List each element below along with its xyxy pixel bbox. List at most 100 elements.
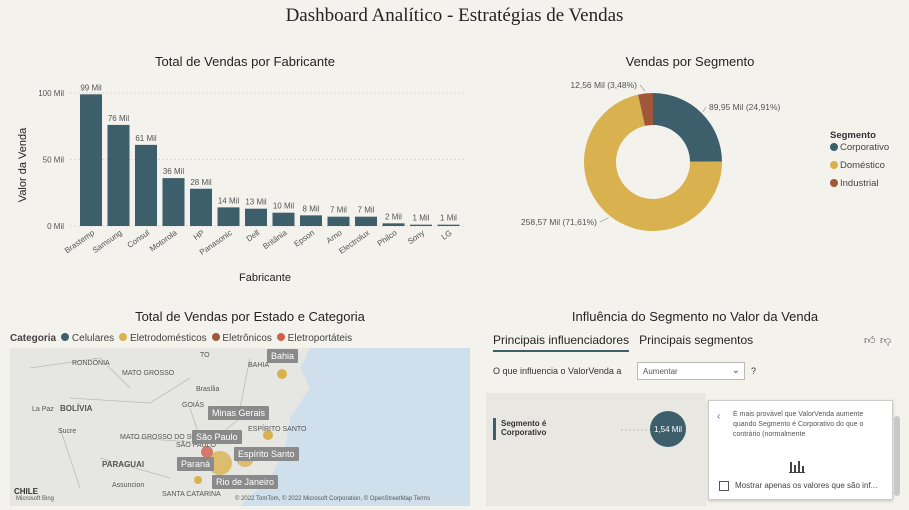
slice-data-label: 258,57 Mil (71,61%) — [521, 217, 597, 227]
region-label: MATO GROSSO DO SUL — [120, 434, 201, 441]
bar[interactable] — [80, 94, 102, 226]
map-pin-parana[interactable]: Paraná — [177, 457, 215, 471]
bar[interactable] — [272, 212, 295, 226]
tooltip-text: É mais provável que ValorVenda aumente q… — [733, 411, 864, 438]
direction-select[interactable]: Aumentar ⌄ — [637, 362, 745, 380]
bar-chart[interactable]: 0 Mil 50 Mil 100 Mil 99 Mil Brastemp 76 Mil Sa… — [0, 70, 470, 310]
donut-legend-item: Industrial — [840, 178, 879, 189]
factor-indicator — [493, 418, 496, 440]
bar[interactable] — [217, 207, 240, 226]
thumbs-up-icon[interactable]: 👍︎ — [864, 335, 876, 347]
bar-data-label: 36 Mil — [163, 167, 185, 176]
influencer-detail-card: ‹ É mais provável que ValorVenda aumente… — [708, 400, 893, 500]
y-tick-label: 0 Mil — [47, 222, 64, 231]
legend-label: Eletrônicos — [222, 333, 272, 344]
bar[interactable] — [190, 188, 212, 226]
bing-logo: Microsoft Bing — [16, 496, 55, 502]
region-label: Brasília — [196, 386, 220, 393]
factor-label[interactable]: Segmento é Corporativo — [501, 419, 547, 437]
direction-select-value: Aumentar — [643, 367, 678, 376]
map-pin-espirito-santo[interactable]: Espírito Santo — [234, 447, 299, 461]
tab-principais-influenciadores[interactable]: Principais influenciadores — [493, 333, 630, 352]
back-arrow-icon[interactable]: ‹ — [717, 411, 721, 422]
only-influencers-checkbox[interactable] — [719, 481, 729, 491]
map-attribution[interactable]: © 2022 TomTom, © 2022 Microsoft Corporat… — [235, 496, 431, 502]
bar[interactable] — [245, 208, 267, 226]
bar-data-label: 61 Mil — [135, 134, 157, 143]
scrollbar[interactable] — [894, 416, 900, 496]
donut-slice[interactable] — [653, 93, 722, 162]
map-pin-sao-paulo[interactable]: São Paulo — [192, 430, 242, 444]
bar[interactable] — [382, 223, 405, 226]
y-tick-label: 100 Mil — [38, 89, 64, 98]
region-label: Sucre — [58, 428, 77, 435]
bar-data-label: 13 Mil — [245, 198, 267, 207]
bar-data-label: 7 Mil — [358, 206, 375, 215]
x-tick-label: Electrolux — [337, 228, 371, 256]
y-axis-title: Valor da Venda — [17, 127, 29, 202]
y-tick-label: 50 Mil — [43, 156, 65, 165]
legend-dot — [830, 161, 838, 169]
legend-dot — [830, 143, 838, 151]
legend-dot — [211, 333, 220, 341]
slice-data-label: 12,56 Mil (3,48%) — [570, 80, 637, 90]
donut-legend-item: Corporativo — [840, 142, 889, 153]
bar[interactable] — [437, 224, 460, 226]
x-tick-label: Arno — [325, 228, 344, 245]
bar-chart-icon — [789, 461, 805, 473]
region-label: Assuncion — [112, 482, 145, 489]
region-label: RONDÔNIA — [72, 360, 110, 367]
legend-item-eletroportateis: Eletroportáteis — [276, 333, 352, 344]
bar-data-label: 28 Mil — [190, 178, 212, 187]
map-pin-bahia[interactable]: Bahia — [267, 349, 299, 363]
region-label: SANTA CATARINA — [162, 491, 221, 498]
only-influencers-label: Mostrar apenas os valores que são inf... — [735, 481, 878, 490]
legend-dot — [830, 179, 838, 187]
bar-data-label: 14 Mil — [218, 196, 240, 205]
legend-label: Celulares — [71, 333, 115, 344]
influence-bubble[interactable]: 1,54 Mil — [650, 411, 686, 447]
donut-legend-title: Segmento — [830, 130, 876, 141]
bar[interactable] — [107, 124, 130, 226]
map-legend: Categoria Celulares Eletrodomésticos Ele… — [10, 333, 352, 344]
bar-data-label: 10 Mil — [273, 202, 295, 211]
donut-chart[interactable]: 89,95 Mil (24,91%) 258,57 Mil (71,61%) 12,… — [478, 70, 908, 290]
map-pin-rio-de-janeiro[interactable]: Rio de Janeiro — [212, 475, 279, 489]
legend-dot — [119, 333, 128, 341]
bar[interactable] — [327, 216, 350, 226]
region-label: BOLÍVIA — [60, 404, 93, 413]
x-tick-label: Brastemp — [63, 228, 97, 255]
map-visual[interactable]: RONDÔNIA MATO GROSSO BOLÍVIA La Paz Sucr… — [10, 348, 470, 506]
map-background — [10, 348, 470, 506]
donut-slice[interactable] — [638, 93, 653, 126]
map-title: Total de Vendas por Estado e Categoria — [135, 309, 365, 324]
bar[interactable] — [300, 215, 322, 226]
bar[interactable] — [135, 144, 157, 226]
map-pin-minas-gerais[interactable]: Minas Gerais — [208, 406, 270, 420]
x-tick-label: Britânia — [261, 228, 289, 251]
page-title: Dashboard Analítico - Estratégias de Ven… — [285, 5, 624, 26]
bar[interactable] — [410, 224, 432, 226]
bar[interactable] — [355, 216, 377, 226]
bar[interactable] — [162, 178, 185, 226]
bar-data-label: 1 Mil — [440, 214, 457, 223]
legend-dot — [61, 333, 70, 341]
tab-principais-segmentos[interactable]: Principais segmentos — [639, 333, 754, 347]
donut-slice[interactable] — [584, 94, 722, 232]
region-label: ESPÍRITO SANTO — [248, 426, 307, 433]
x-tick-label: LG — [440, 228, 454, 241]
thumbs-down-icon[interactable]: 👎︎ — [880, 335, 892, 347]
region-label: BAHIA — [248, 362, 270, 369]
bar-data-label: 1 Mil — [413, 214, 430, 223]
region-label: GOIÁS — [182, 402, 205, 409]
region-label: SÃO PAULO — [176, 442, 216, 449]
x-tick-label: Epson — [292, 228, 316, 248]
bar-chart-title: Total de Vendas por Fabricante — [155, 54, 335, 69]
region-label: MATO GROSSO — [122, 370, 175, 377]
bar-data-label: 7 Mil — [330, 206, 347, 215]
x-tick-label: Motorola — [148, 228, 179, 254]
slice-data-label: 89,95 Mil (24,91%) — [709, 102, 781, 112]
bar-data-label: 76 Mil — [108, 114, 130, 123]
region-label: La Paz — [32, 406, 54, 413]
x-tick-label: Sony — [406, 228, 426, 246]
